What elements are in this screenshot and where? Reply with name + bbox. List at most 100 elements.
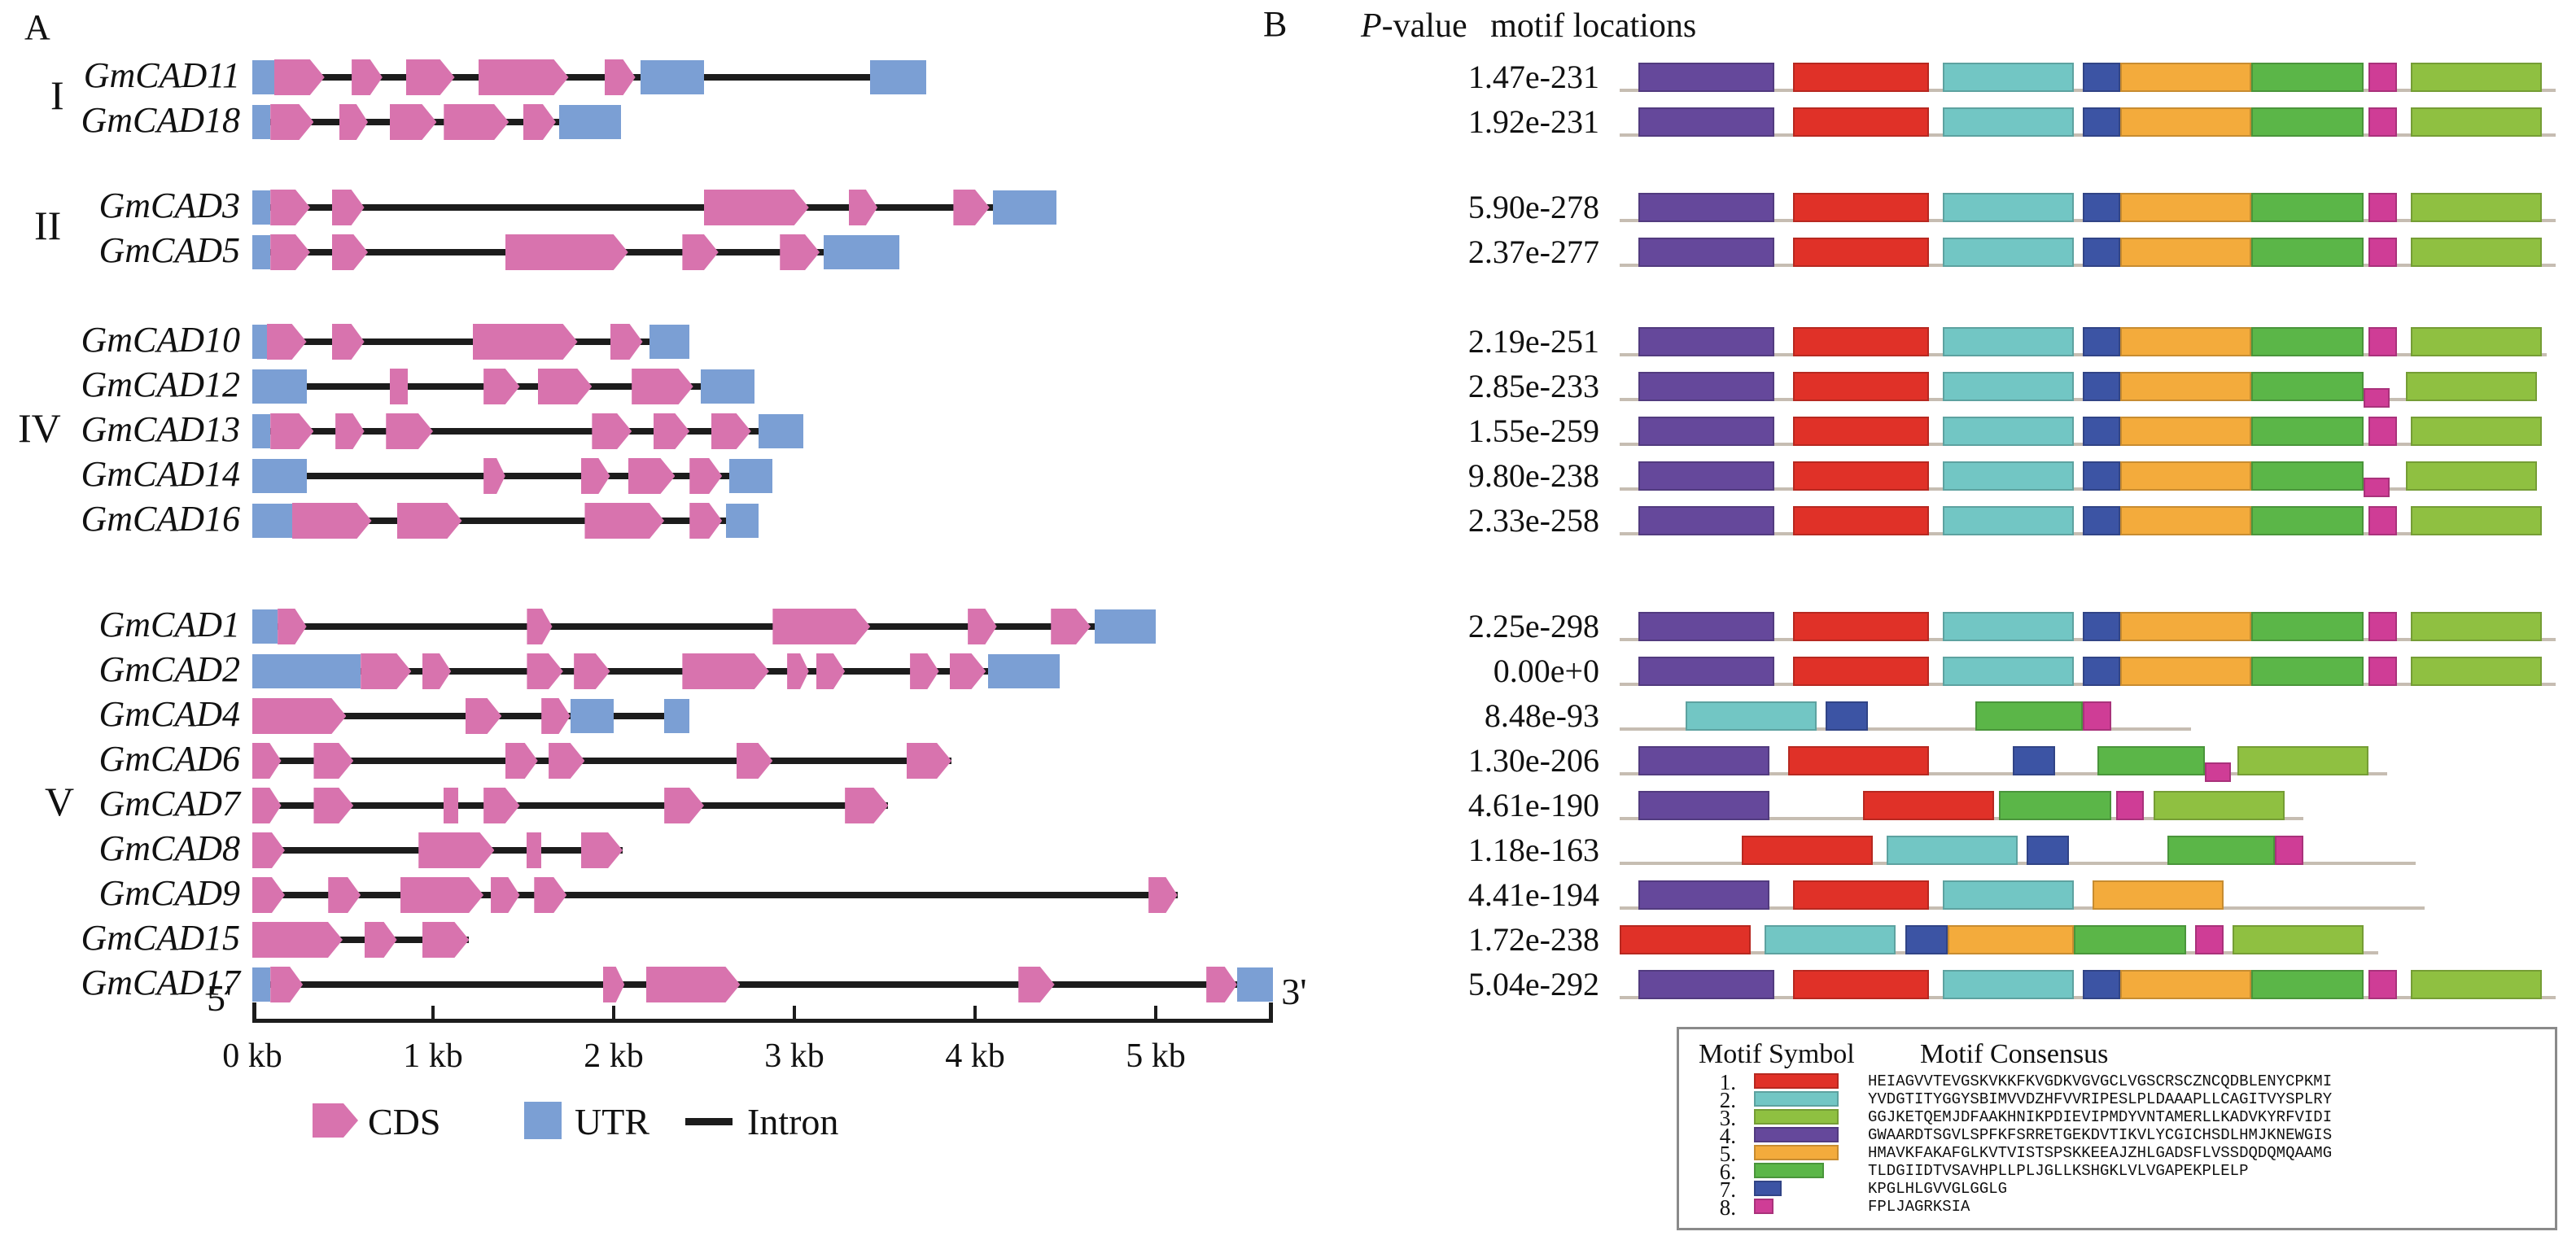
motif-block-red <box>1788 746 1929 775</box>
cds-block <box>632 369 693 404</box>
cds-block <box>418 832 494 868</box>
motif-block-red <box>1792 417 1929 446</box>
cds-block <box>505 743 538 779</box>
utr-block <box>1094 609 1156 644</box>
pvalue-label: 2.19e-251 <box>1467 323 1599 360</box>
motif-block-green <box>2167 836 2275 865</box>
gene-label-GmCAD10: GmCAD10 <box>81 320 240 360</box>
utr-block <box>700 369 755 404</box>
cds-block <box>270 104 313 140</box>
utr-block <box>252 414 271 448</box>
cds-block <box>654 413 689 449</box>
motif-block-ygreen <box>2410 612 2542 641</box>
motif-block-magenta <box>2204 762 2231 782</box>
motif-block-purple <box>1638 63 1774 92</box>
cds-block <box>682 653 769 689</box>
cds-block <box>332 234 368 270</box>
cds-block <box>483 788 519 823</box>
utr-block <box>252 967 271 1002</box>
motif-block-purple <box>1638 657 1774 686</box>
utr-block <box>559 105 621 139</box>
motif-block-purple <box>1638 461 1774 491</box>
motif-consensus-seq: GGJKETQEMJDFAAKHNIKPDIEVIPMDYVNTAMERLLKA… <box>1868 1108 2333 1126</box>
cds-block <box>704 190 809 225</box>
pvalue-label: 5.04e-292 <box>1467 966 1599 1002</box>
cds-block <box>1206 967 1237 1002</box>
gene-label-GmCAD2: GmCAD2 <box>98 649 240 689</box>
motif-block-green <box>2251 612 2364 641</box>
cds-block <box>252 832 285 868</box>
motif-block-orange <box>2120 970 2252 999</box>
motif-row-baseline <box>1620 398 2537 401</box>
utr-block <box>252 190 271 225</box>
axis-tick-label: 2 kb <box>584 1037 644 1075</box>
motif-block-orange <box>2120 657 2252 686</box>
motif-swatch-ygreen <box>1754 1109 1839 1125</box>
motif-block-ygreen <box>2410 238 2542 267</box>
pvalue-label: 1.18e-163 <box>1467 832 1599 868</box>
axis-tick <box>612 1006 615 1020</box>
motif-block-ygreen <box>2233 925 2364 954</box>
motif-block-dblue <box>2083 193 2121 222</box>
cds-block <box>737 743 772 779</box>
motif-block-ygreen <box>2410 107 2542 137</box>
pvalue-label: 9.80e-238 <box>1467 457 1599 494</box>
motif-block-green <box>2251 238 2364 267</box>
motif-block-magenta <box>2368 657 2397 686</box>
motif-block-magenta <box>2368 327 2397 356</box>
gene-label-GmCAD11: GmCAD11 <box>83 55 240 95</box>
utr-block <box>823 235 899 269</box>
motif-block-red <box>1863 791 1994 820</box>
motif-block-orange <box>2120 63 2252 92</box>
intron-legend-label: Intron <box>747 1101 839 1142</box>
motif-block-dblue <box>2083 372 2121 401</box>
utr-block <box>729 459 773 493</box>
motif-block-orange <box>2120 107 2252 137</box>
intron-line <box>252 428 804 435</box>
motif-consensus-header: Motif Consensus <box>1920 1039 2109 1069</box>
motif-block-magenta <box>2275 836 2303 865</box>
cds-block <box>332 324 365 360</box>
motif-block-green <box>1998 791 2111 820</box>
cds-block <box>581 832 623 868</box>
utr-legend-label: UTR <box>575 1101 649 1142</box>
motif-block-teal <box>1942 612 2074 641</box>
axis-tick-label: 5 kb <box>1126 1037 1186 1075</box>
motif-block-magenta <box>2368 193 2397 222</box>
utr-box-icon <box>524 1102 562 1139</box>
motif-block-dblue <box>2083 970 2121 999</box>
motif-block-purple <box>1638 506 1774 535</box>
cds-block <box>505 234 628 270</box>
gene-label-GmCAD9: GmCAD9 <box>98 873 240 913</box>
cds-block <box>361 653 411 689</box>
motif-block-orange <box>2120 506 2252 535</box>
motif-block-ygreen <box>2410 506 2542 535</box>
motif-block-teal <box>1942 657 2074 686</box>
cds-block <box>313 743 353 779</box>
gene-label-GmCAD16: GmCAD16 <box>81 499 240 539</box>
cds-block <box>845 788 888 823</box>
cds-block <box>365 922 397 958</box>
motif-block-dblue <box>2013 746 2055 775</box>
motif-block-dblue <box>2083 107 2121 137</box>
cds-block <box>252 788 282 823</box>
motif-block-ygreen <box>2410 327 2542 356</box>
axis-tick <box>1154 1006 1157 1020</box>
pvalue-label: 2.37e-277 <box>1467 234 1599 270</box>
motif-block-ygreen <box>2153 791 2285 820</box>
intron-line <box>252 937 470 943</box>
cds-block <box>592 413 632 449</box>
intron-line <box>252 892 1178 898</box>
cds-block <box>339 104 369 140</box>
cds-block <box>491 877 520 913</box>
gene-label-GmCAD17: GmCAD17 <box>81 963 240 1002</box>
motif-block-teal <box>1765 925 1896 954</box>
cds-block <box>1148 877 1178 913</box>
panel-a-label: A <box>24 7 50 47</box>
cds-block <box>479 59 569 95</box>
motif-block-teal <box>1942 970 2074 999</box>
utr-block <box>641 60 704 94</box>
five-prime-label: 5' <box>207 977 233 1019</box>
motif-locations-header: motif locations <box>1490 7 1697 45</box>
intron-line <box>252 802 889 809</box>
